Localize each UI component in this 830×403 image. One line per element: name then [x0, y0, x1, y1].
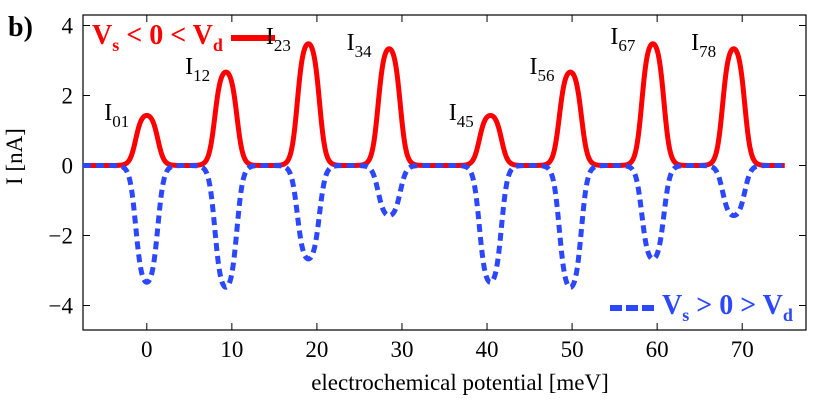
legend-red-sub2: d	[212, 35, 223, 55]
y-tick-label: 0	[62, 154, 74, 179]
legend-red-sub: s	[112, 35, 120, 55]
peak-label-main: I	[104, 99, 113, 126]
legend-red-main: V	[92, 20, 113, 51]
peak-label-sub: 12	[193, 66, 211, 85]
x-axis-label: electrochemical potential [meV]	[311, 370, 609, 395]
x-tick-label: 40	[476, 337, 499, 362]
peak-label-main: I	[346, 29, 355, 56]
x-tick-label: 10	[220, 337, 243, 362]
legend-entry-red: Vs < 0 < Vd	[92, 20, 275, 56]
peak-label: I12	[185, 54, 210, 86]
x-tick-label: 0	[141, 337, 153, 362]
y-tick-label: 2	[62, 84, 74, 109]
peak-label: I45	[449, 100, 474, 132]
series-blue-line	[80, 163, 787, 290]
x-tick-label: 70	[731, 337, 754, 362]
x-tick-label: 20	[305, 337, 328, 362]
peak-label: I23	[266, 24, 291, 56]
y-axis-label: I [nA]	[2, 128, 27, 185]
peak-label: I56	[530, 54, 555, 86]
series-red-line	[80, 41, 787, 168]
peak-label-sub: 34	[354, 41, 372, 61]
x-tick-label: 30	[390, 337, 413, 362]
peak-label-main: I	[265, 24, 274, 51]
peak-label: I78	[691, 30, 716, 62]
legend-blue-sub: s	[682, 305, 690, 325]
peak-label-main: I	[529, 54, 538, 80]
peak-label-sub: 67	[618, 36, 636, 56]
peak-label-main: I	[185, 54, 194, 80]
y-tick-label: −4	[49, 294, 74, 319]
peak-label: I34	[347, 30, 372, 62]
peak-label-main: I	[610, 24, 619, 51]
y-tick-label: 4	[62, 14, 74, 39]
peak-label-sub: 78	[699, 41, 717, 61]
legend-blue-sub2: d	[782, 305, 793, 325]
panel-label: b)	[8, 12, 33, 43]
peak-label-main: I	[691, 29, 700, 56]
peak-label-sub: 23	[273, 36, 291, 56]
x-tick-label: 50	[561, 337, 584, 362]
legend-blue-swatch	[610, 304, 654, 311]
peak-label: I67	[610, 24, 635, 56]
legend-red-swatch	[230, 34, 275, 41]
plot-frame	[82, 14, 807, 331]
legend-red-middle: < 0 < V	[119, 20, 213, 51]
legend-entry-blue: Vs > 0 > Vd	[610, 290, 793, 326]
legend-blue-middle: > 0 > V	[689, 290, 783, 321]
peak-label: I01	[104, 100, 129, 132]
peak-label-sub: 45	[456, 111, 474, 131]
x-tick-label: 60	[646, 337, 669, 362]
peak-label-sub: 01	[112, 111, 130, 131]
peak-label-main: I	[448, 99, 457, 126]
legend-blue-main: V	[662, 290, 683, 321]
peak-label-sub: 56	[537, 66, 555, 85]
y-tick-label: −2	[49, 224, 73, 249]
